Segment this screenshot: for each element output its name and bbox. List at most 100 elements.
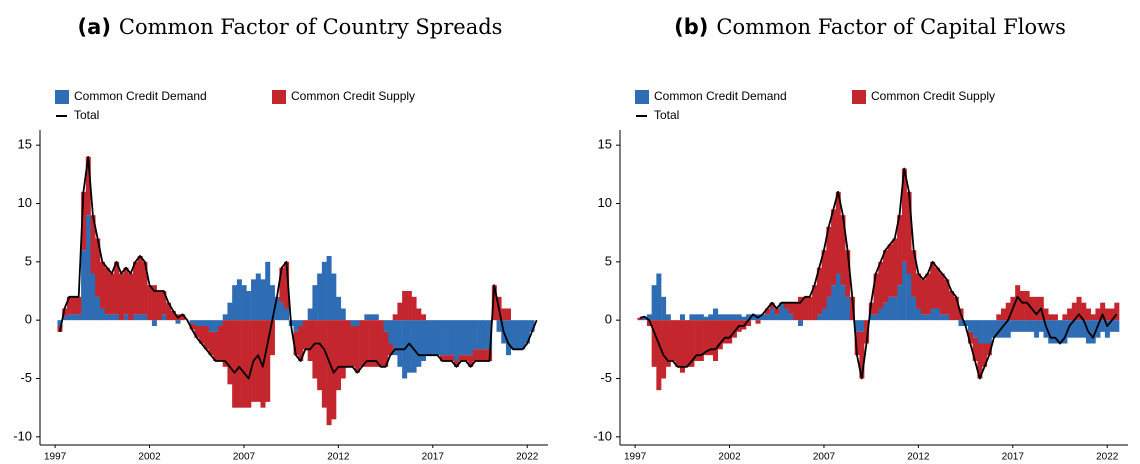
bar xyxy=(222,320,228,367)
title: Common Factor of Capital Flows xyxy=(716,15,1065,39)
bar xyxy=(835,191,841,274)
bar xyxy=(684,320,690,367)
bar xyxy=(208,331,214,356)
bar xyxy=(449,320,455,356)
bar xyxy=(454,361,460,367)
bar xyxy=(496,320,502,332)
bar xyxy=(227,302,233,321)
bar xyxy=(1104,308,1110,321)
bar xyxy=(317,273,323,321)
bar xyxy=(109,273,115,315)
bar xyxy=(1015,320,1021,332)
bar xyxy=(369,314,375,321)
bar xyxy=(104,314,110,321)
bar xyxy=(750,314,756,321)
bar xyxy=(793,302,799,321)
bar xyxy=(925,314,931,321)
bar xyxy=(982,320,988,344)
bar xyxy=(679,314,685,321)
x-tick-label: 2017 xyxy=(1002,452,1025,463)
bar xyxy=(449,355,455,361)
bar xyxy=(868,314,874,321)
bar xyxy=(90,273,96,321)
bar xyxy=(114,261,120,315)
bar xyxy=(222,314,228,321)
bar xyxy=(439,355,445,361)
bar xyxy=(307,320,313,361)
bar xyxy=(340,320,346,379)
legend-swatch xyxy=(272,90,286,104)
bar xyxy=(646,320,652,326)
bar xyxy=(123,314,129,321)
bar xyxy=(892,296,898,321)
bar xyxy=(859,331,865,379)
bar xyxy=(274,296,280,321)
bar xyxy=(925,273,931,315)
y-tick-label: -5 xyxy=(600,370,612,385)
bar xyxy=(882,250,888,303)
bar xyxy=(402,291,408,321)
bar xyxy=(520,320,526,350)
bar xyxy=(783,308,789,321)
bar xyxy=(142,261,148,315)
bar xyxy=(435,320,441,356)
bar xyxy=(779,302,785,321)
bar xyxy=(906,273,912,321)
bar xyxy=(972,320,978,338)
bar xyxy=(81,191,87,251)
bar xyxy=(241,285,247,321)
bar xyxy=(406,291,412,321)
bar xyxy=(1114,302,1120,321)
bar xyxy=(1052,320,1058,344)
bar xyxy=(845,250,851,297)
bar xyxy=(873,314,879,321)
bar xyxy=(1104,320,1110,338)
bar xyxy=(916,273,922,309)
bar xyxy=(99,261,105,309)
bar xyxy=(703,316,709,321)
bar xyxy=(477,320,483,350)
bar xyxy=(491,285,497,321)
bar xyxy=(1100,302,1106,321)
bar xyxy=(397,302,403,321)
bar xyxy=(1001,308,1007,321)
bar xyxy=(944,279,950,315)
bar xyxy=(722,320,728,344)
bar xyxy=(1062,320,1068,344)
bar xyxy=(137,314,143,321)
bar xyxy=(722,314,728,321)
bar xyxy=(194,326,200,338)
bar xyxy=(703,320,709,356)
bar xyxy=(1076,296,1082,321)
bar xyxy=(911,296,917,321)
bar xyxy=(232,285,238,321)
plot: -10 -5 0 5 10 15 1997 2002 2007 2012 2017 2022 Commo… xyxy=(593,89,1128,463)
bar xyxy=(307,308,313,321)
bar xyxy=(760,314,766,321)
bar xyxy=(934,308,940,321)
bar xyxy=(717,320,723,350)
bar xyxy=(1029,320,1035,332)
bar xyxy=(345,320,351,367)
bar xyxy=(269,320,275,356)
bar xyxy=(232,320,238,408)
bar xyxy=(99,308,105,321)
bar xyxy=(241,320,247,408)
bar xyxy=(901,261,907,321)
bar xyxy=(57,320,63,326)
bar xyxy=(887,296,893,321)
bar xyxy=(967,320,973,332)
bar xyxy=(774,308,780,315)
x-tick-label: 1997 xyxy=(624,452,647,463)
x-tick-label: 2007 xyxy=(813,452,836,463)
bar xyxy=(939,314,945,321)
bar xyxy=(878,308,884,321)
bar xyxy=(802,296,808,321)
y-tick-label: 5 xyxy=(25,253,32,268)
bar xyxy=(816,267,822,315)
bar xyxy=(369,320,375,367)
bar xyxy=(835,273,841,321)
bar xyxy=(727,320,733,344)
bar xyxy=(269,285,275,321)
bar xyxy=(1057,320,1063,344)
